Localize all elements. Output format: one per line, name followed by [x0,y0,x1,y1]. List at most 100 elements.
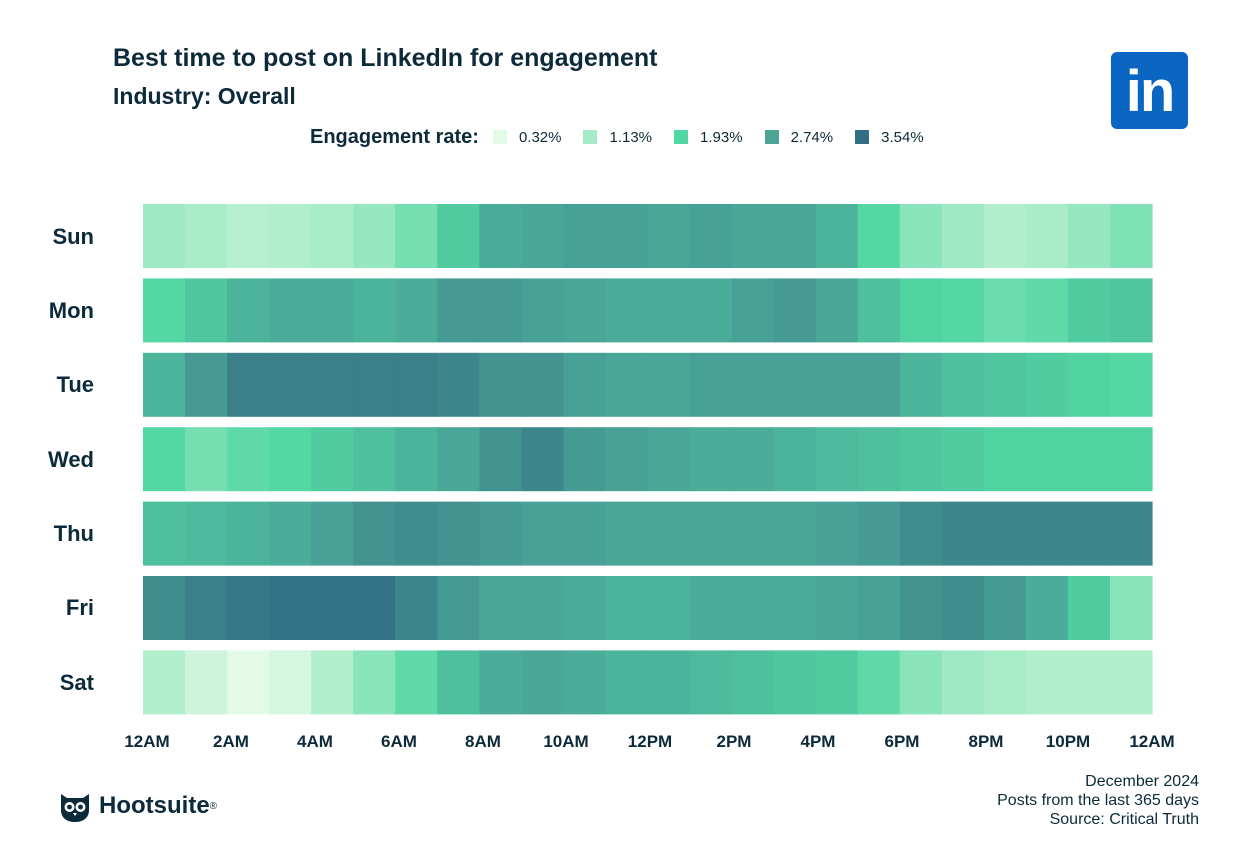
heatmap-cell-fri-3 [269,576,312,640]
heatmap-cell-sat-18 [899,650,943,715]
heatmap-cell-thu-5 [353,501,396,566]
heatmap-cell-mon-1 [185,278,228,343]
row-label-fri: Fri [65,595,94,620]
heatmap-cell-thu-12 [647,501,691,566]
heatmap-cell-wed-17 [857,427,901,492]
heatmap-cell-fri-4 [311,576,354,640]
heatmap-cell-wed-8 [479,427,522,492]
heatmap-cell-sun-17 [857,204,901,268]
heatmap-cell-wed-18 [899,427,943,492]
heatmap-cell-tue-5 [353,352,396,417]
heatmap-cell-wed-21 [1025,427,1069,492]
heatmap-cell-mon-8 [479,278,522,343]
heatmap-cell-sun-1 [185,204,228,268]
heatmap-cell-sat-14 [731,650,775,715]
heatmap-cell-tue-22 [1067,352,1111,417]
brand-name: Hootsuite [99,792,210,819]
heatmap-cell-thu-8 [479,501,522,566]
heatmap-cell-mon-3 [269,278,312,343]
heatmap-cell-tue-4 [311,352,354,417]
heatmap-cell-sat-7 [437,650,480,715]
heatmap-cell-sun-5 [353,204,396,268]
heatmap-cell-fri-2 [227,576,270,640]
legend-item: 3.54% [855,129,924,146]
heatmap-cell-tue-8 [479,352,522,417]
heatmap-cell-thu-4 [311,501,354,566]
heatmap-cell-sat-13 [689,650,733,715]
legend-label: 2.74% [790,128,834,146]
heatmap-cell-tue-6 [395,352,438,417]
heatmap-cell-wed-12 [647,427,691,492]
heatmap-cell-thu-11 [605,501,649,566]
chart-title: Best time to post on LinkedIn for engage… [113,44,658,72]
heatmap-cell-fri-7 [437,576,480,640]
heatmap-cell-tue-9 [521,352,565,417]
heatmap-cell-mon-2 [227,278,270,343]
linkedin-icon: in [1111,52,1188,129]
heatmap-cell-thu-13 [689,501,733,566]
heatmap-cell-tue-19 [941,352,985,417]
heatmap-cell-fri-22 [1067,576,1111,640]
x-tick-label: 10PM [1045,732,1091,751]
heatmap-cell-fri-20 [983,576,1027,640]
heatmap-cell-tue-13 [689,352,733,417]
heatmap-cell-thu-7 [437,501,480,566]
heatmap-cell-mon-21 [1025,278,1069,343]
legend-item: 1.13% [583,129,652,146]
heatmap-cell-sun-13 [689,204,733,268]
x-tick-label: 12PM [627,732,673,751]
heatmap-cell-sun-12 [647,204,691,268]
heatmap-cell-sat-9 [521,650,565,715]
legend-item: 0.32% [492,129,561,146]
heatmap-cell-wed-19 [941,427,985,492]
heatmap-cell-wed-1 [185,427,228,492]
heatmap-cell-tue-10 [563,352,607,417]
heatmap-cell-mon-23 [1109,278,1153,343]
heatmap-cell-tue-3 [269,352,312,417]
heatmap-cell-thu-16 [815,501,859,566]
x-tick-label: 8PM [968,732,1004,751]
heatmap-cell-sat-19 [941,650,985,715]
legend-swatch [583,130,598,144]
heatmap-cell-tue-7 [437,352,480,417]
footer-date: December 2024 [1085,773,1199,790]
heatmap-cell-sun-11 [605,204,649,268]
heatmap-cell-sun-7 [437,204,480,268]
heatmap-cell-sat-5 [353,650,396,715]
legend-swatch [855,130,870,144]
heatmap-cell-wed-2 [227,427,270,492]
heatmap-cell-fri-5 [353,576,396,640]
x-tick-label: 4AM [297,732,333,751]
heatmap-cell-fri-11 [605,576,649,640]
heatmap-cell-sat-6 [395,650,438,715]
heatmap-cell-mon-9 [521,278,565,343]
heatmap-cell-fri-17 [857,576,901,640]
heatmap-cell-wed-4 [311,427,354,492]
footer-notes: December 2024 Posts from the last 365 da… [997,772,1199,829]
legend-item: 1.93% [674,129,743,146]
heatmap-cell-thu-18 [899,501,943,566]
x-tick-label: 2AM [213,732,249,751]
heatmap-cell-sun-8 [479,204,522,268]
heatmap-cell-thu-3 [269,501,312,566]
heatmap-cell-mon-16 [815,278,859,343]
x-tick-label: 12AM [124,732,170,751]
heatmap-cell-fri-14 [731,576,775,640]
x-tick-label: 12AM [1129,732,1175,751]
heatmap-cell-thu-19 [941,501,985,566]
heatmap-cell-wed-6 [395,427,438,492]
heatmap-cell-tue-2 [227,352,270,417]
x-tick-label: 10AM [543,732,589,751]
heatmap-cell-thu-14 [731,501,775,566]
heatmap-cell-mon-17 [857,278,901,343]
linkedin-logo-text: in [1125,59,1176,124]
heatmap-cell-sun-19 [941,204,985,268]
heatmap-cell-fri-16 [815,576,859,640]
heatmap-cell-sun-23 [1109,204,1153,268]
heatmap-cell-thu-23 [1109,501,1153,566]
hootsuite-brand: Hootsuite ® [57,788,217,824]
heatmap-cell-mon-14 [731,278,775,343]
legend-title: Engagement rate: [310,125,479,148]
legend-swatch [764,130,779,144]
heatmap-cell-mon-0 [143,278,186,343]
